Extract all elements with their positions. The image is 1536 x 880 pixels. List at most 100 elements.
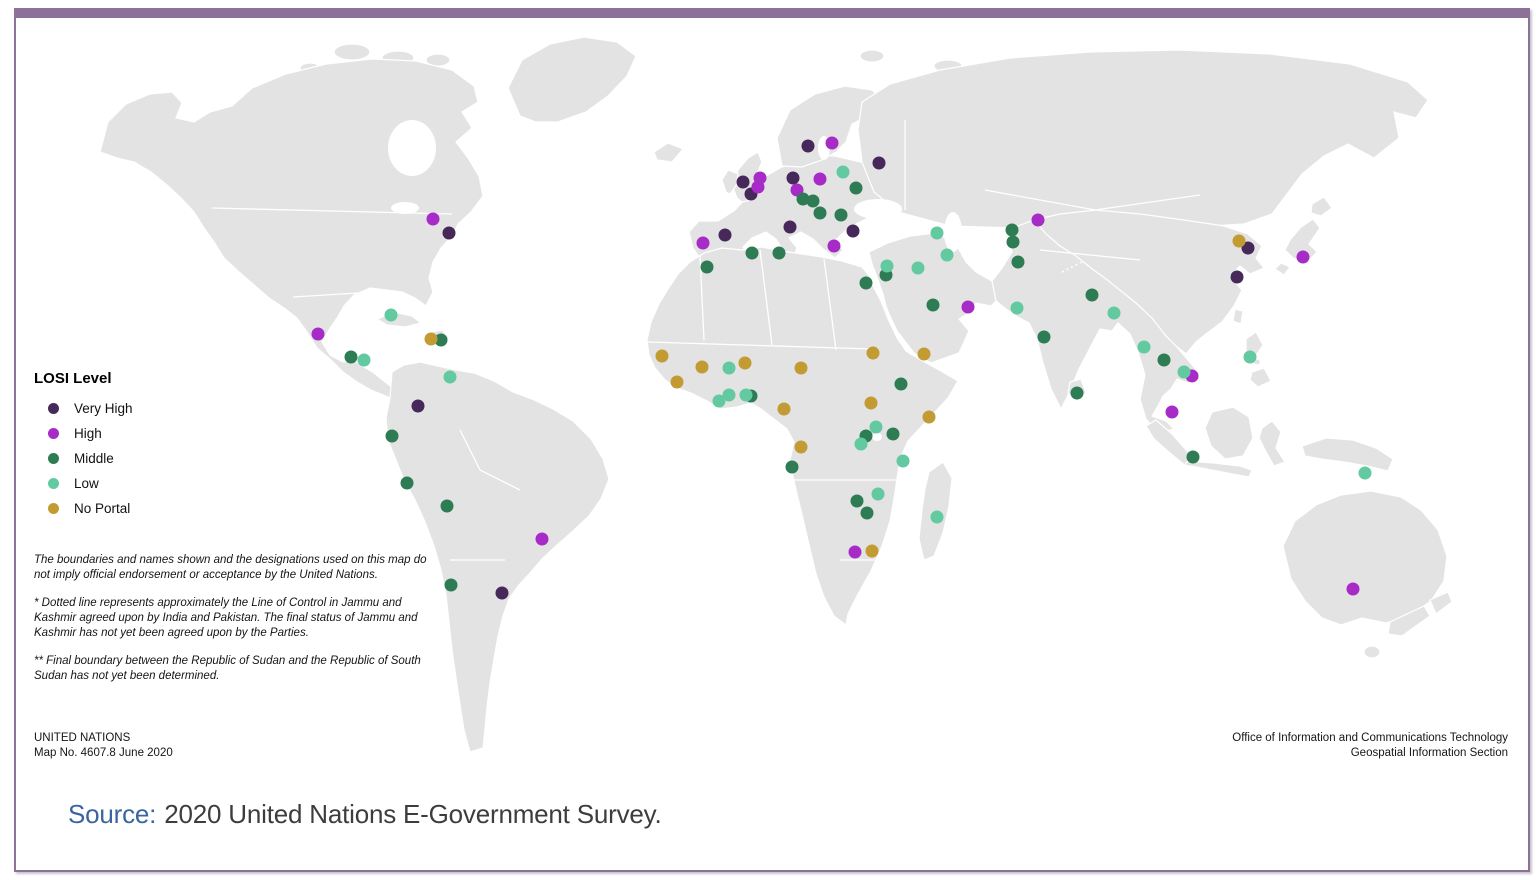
source-text: 2020 United Nations E-Government Survey. [164, 799, 662, 829]
city-dot-high [535, 532, 549, 546]
source-citation: Source: 2020 United Nations E-Government … [68, 799, 662, 830]
city-dot-low [871, 487, 885, 501]
city-dot-middle [785, 460, 799, 474]
city-dot-low [739, 388, 753, 402]
landmass-java [1182, 460, 1253, 478]
city-dot-middle [1157, 353, 1171, 367]
sea-cutouts [388, 120, 962, 441]
very-high-dot-icon [48, 403, 59, 414]
city-dot-very_high [872, 156, 886, 170]
landmass-taiwan [1232, 308, 1244, 325]
city-dot-low [1177, 365, 1191, 379]
oict-office: Office of Information and Communications… [1232, 732, 1508, 744]
city-dot-low [930, 226, 944, 240]
city-dot-middle [849, 181, 863, 195]
city-dot-very_high [411, 399, 425, 413]
city-dot-middle [859, 276, 873, 290]
landmass-borneo [1204, 406, 1254, 460]
city-dot-middle [440, 499, 454, 513]
landmass-new-zealand [1429, 591, 1453, 615]
city-dot-middle [796, 192, 810, 206]
city-dot-no_portal [1232, 234, 1246, 248]
city-dot-low [880, 259, 894, 273]
city-dot-low [896, 454, 910, 468]
city-dot-middle [1085, 288, 1099, 302]
city-dot-middle [813, 206, 827, 220]
landmass-east-asia [1032, 209, 1265, 355]
city-dot-low [1358, 466, 1372, 480]
city-dot-low [869, 420, 883, 434]
landmass-north-america [99, 58, 484, 407]
city-dot-very_high [1230, 270, 1244, 284]
landmass-ireland [721, 169, 739, 195]
city-dot-middle [400, 476, 414, 490]
city-dot-high [696, 236, 710, 250]
city-dot-middle [894, 377, 908, 391]
city-dot-no_portal [866, 346, 880, 360]
city-dot-low [1010, 301, 1024, 315]
city-dot-no_portal [695, 360, 709, 374]
city-dot-high [1296, 250, 1310, 264]
city-dot-low [1137, 340, 1151, 354]
city-dot-no_portal [917, 347, 931, 361]
city-dot-middle [806, 194, 820, 208]
city-dot-very_high [495, 586, 509, 600]
city-dot-middle [1186, 450, 1200, 464]
landmass-iceland [653, 142, 684, 163]
city-dot-high [751, 180, 765, 194]
country-borders [211, 120, 1201, 561]
city-dot-very_high [783, 220, 797, 234]
landmass-sulawesi [1258, 420, 1286, 467]
city-dot-low [384, 308, 398, 322]
city-dot-no_portal [865, 544, 879, 558]
landmass-japan [1284, 218, 1321, 264]
city-dot-very_high [736, 175, 750, 189]
city-dot-high [426, 212, 440, 226]
city-dot-high [827, 239, 841, 253]
city-dot-middle [385, 429, 399, 443]
landmass-russia [857, 49, 1429, 229]
landmass-australia [1282, 490, 1448, 626]
city-dot-middle [444, 578, 458, 592]
city-dot-high [1346, 582, 1360, 596]
legend-item-no-portal: No Portal [34, 496, 133, 521]
continents [99, 36, 1453, 753]
landmass-new-guinea [1301, 437, 1394, 472]
city-dot-middle [1070, 386, 1084, 400]
legend-title: LOSI Level [34, 370, 112, 387]
city-dot-middle [886, 427, 900, 441]
city-dot-high [825, 136, 839, 150]
un-map-credit: UNITED NATIONS Map No. 4607.8 June 2020 [34, 731, 173, 761]
city-dot-middle [1011, 255, 1025, 269]
city-dot-middle [1006, 235, 1020, 249]
city-dot-high [311, 327, 325, 341]
kashmir-note: * Dotted line represents approximately t… [34, 596, 418, 639]
city-dot-very_high [718, 228, 732, 242]
landmass-cuba [375, 311, 423, 328]
city-dot-very_high [846, 224, 860, 238]
city-dot-middle [1037, 330, 1051, 344]
legend-item-middle: Middle [34, 446, 133, 471]
city-dot-high [1031, 213, 1045, 227]
city-dot-middle [772, 246, 786, 260]
city-dot-middle [434, 333, 448, 347]
city-dot-low [854, 437, 868, 451]
low-dot-icon [48, 478, 59, 489]
city-dot-middle [344, 350, 358, 364]
city-dot-no_portal [922, 410, 936, 424]
city-dot-middle [860, 506, 874, 520]
source-label: Source: [68, 799, 157, 829]
city-dot-no_portal [794, 440, 808, 454]
city-dot-no_portal [794, 361, 808, 375]
oict-credit: Office of Information and Communications… [1232, 731, 1508, 761]
city-dot-low [911, 261, 925, 275]
city-dot-high [813, 172, 827, 186]
city-dot-low [940, 248, 954, 262]
legend-item-low: Low [34, 471, 133, 496]
city-dot-low [836, 165, 850, 179]
legend-item-high: High [34, 421, 133, 446]
city-dot-high [1165, 405, 1179, 419]
oict-section: Geospatial Information Section [1350, 747, 1508, 760]
legend-item-very-high: Very High [34, 396, 133, 421]
